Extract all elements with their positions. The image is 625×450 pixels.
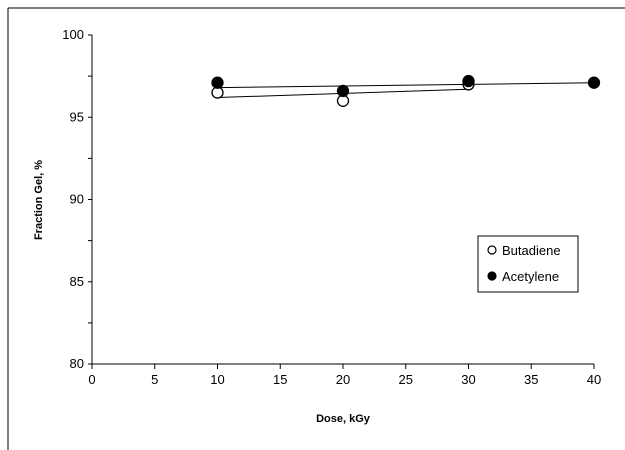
x-tick-label: 0 xyxy=(88,372,95,387)
x-tick-label: 10 xyxy=(210,372,224,387)
data-points xyxy=(211,74,601,107)
y-tick-label: 95 xyxy=(70,109,84,124)
axes xyxy=(91,35,594,365)
legend: Butadiene Acetylene xyxy=(477,235,579,293)
x-tick-label: 25 xyxy=(399,372,413,387)
x-tick-label: 40 xyxy=(587,372,601,387)
x-axis-title: Dose, kGy xyxy=(316,413,371,425)
y-axis-ticks: 80 85 90 95 100 xyxy=(62,27,92,371)
y-tick-label: 85 xyxy=(70,274,84,289)
legend-box xyxy=(477,235,579,293)
legend-label-acetylene: Acetylene xyxy=(502,269,559,284)
legend-label-butadiene: Butadiene xyxy=(502,243,561,258)
x-tick-label: 20 xyxy=(336,372,350,387)
legend-marker-acetylene xyxy=(487,271,497,281)
data-point-acetylene xyxy=(211,76,224,89)
trendline-acetylene xyxy=(217,82,595,89)
y-tick-label: 100 xyxy=(62,27,84,42)
chart-frame xyxy=(7,7,625,450)
x-tick-label: 5 xyxy=(151,372,158,387)
x-tick-label: 30 xyxy=(461,372,475,387)
data-point-acetylene xyxy=(336,84,350,98)
x-axis-ticks: 0 5 10 15 20 25 30 35 40 xyxy=(88,364,601,387)
legend-marker-butadiene xyxy=(487,245,497,255)
y-tick-label: 80 xyxy=(70,356,84,371)
data-point-acetylene xyxy=(462,74,475,88)
trendlines xyxy=(217,82,595,99)
data-point-acetylene xyxy=(587,76,601,89)
y-tick-label: 90 xyxy=(70,192,84,207)
x-tick-label: 35 xyxy=(524,372,538,387)
x-tick-label: 15 xyxy=(273,372,287,387)
y-axis-title: Fraction Gel, % xyxy=(33,160,45,240)
